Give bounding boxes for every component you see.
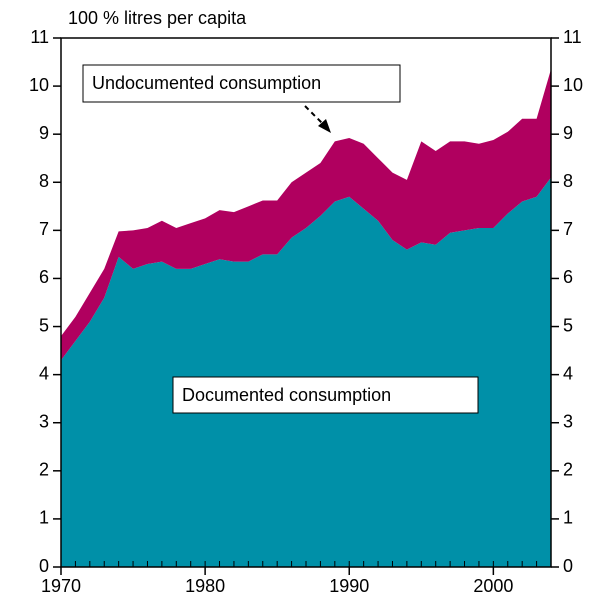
- y2-tick-label: 0: [563, 556, 573, 576]
- y-tick-label: 4: [39, 363, 49, 383]
- x-tick-label: 1990: [329, 576, 369, 596]
- area: [61, 69, 551, 361]
- area: [61, 177, 551, 568]
- y-axis-label: 100 % litres per capita: [68, 8, 247, 28]
- y2-tick-label: 2: [563, 460, 573, 480]
- annotation-undocumented: Undocumented consumption: [92, 73, 321, 93]
- y-tick-label: 1: [39, 508, 49, 528]
- y-tick-label: 9: [39, 123, 49, 143]
- y2-tick-label: 8: [563, 171, 573, 191]
- y2-tick-label: 11: [563, 27, 582, 47]
- x-tick-label: 1970: [41, 576, 81, 596]
- y-tick-label: 3: [39, 411, 49, 431]
- annotation-box: [172, 376, 479, 414]
- annotation-box: [82, 64, 401, 103]
- y-tick-label: 10: [29, 75, 49, 95]
- y2-tick-label: 6: [563, 267, 573, 287]
- annotation-arrowhead: [318, 119, 331, 133]
- y2-tick-label: 10: [563, 75, 583, 95]
- x-tick-label: 1980: [185, 576, 225, 596]
- y-tick-label: 0: [39, 556, 49, 576]
- annotation-documented: Documented consumption: [182, 385, 391, 405]
- plot: [61, 69, 551, 568]
- annotation-arrow: [304, 105, 326, 127]
- x-tick-label: 2000: [473, 576, 513, 596]
- y-tick-label: 5: [39, 315, 49, 335]
- y2-tick-label: 1: [563, 508, 573, 528]
- y2-tick-label: 3: [563, 411, 573, 431]
- y-tick-label: 11: [30, 27, 49, 47]
- y2-tick-label: 7: [563, 219, 573, 239]
- y2-tick-label: 5: [563, 315, 573, 335]
- y-tick-label: 2: [39, 460, 49, 480]
- y-tick-label: 7: [39, 219, 49, 239]
- y-tick-label: 8: [39, 171, 49, 191]
- y-tick-label: 6: [39, 267, 49, 287]
- y2-tick-label: 9: [563, 123, 573, 143]
- y2-tick-label: 4: [563, 363, 573, 383]
